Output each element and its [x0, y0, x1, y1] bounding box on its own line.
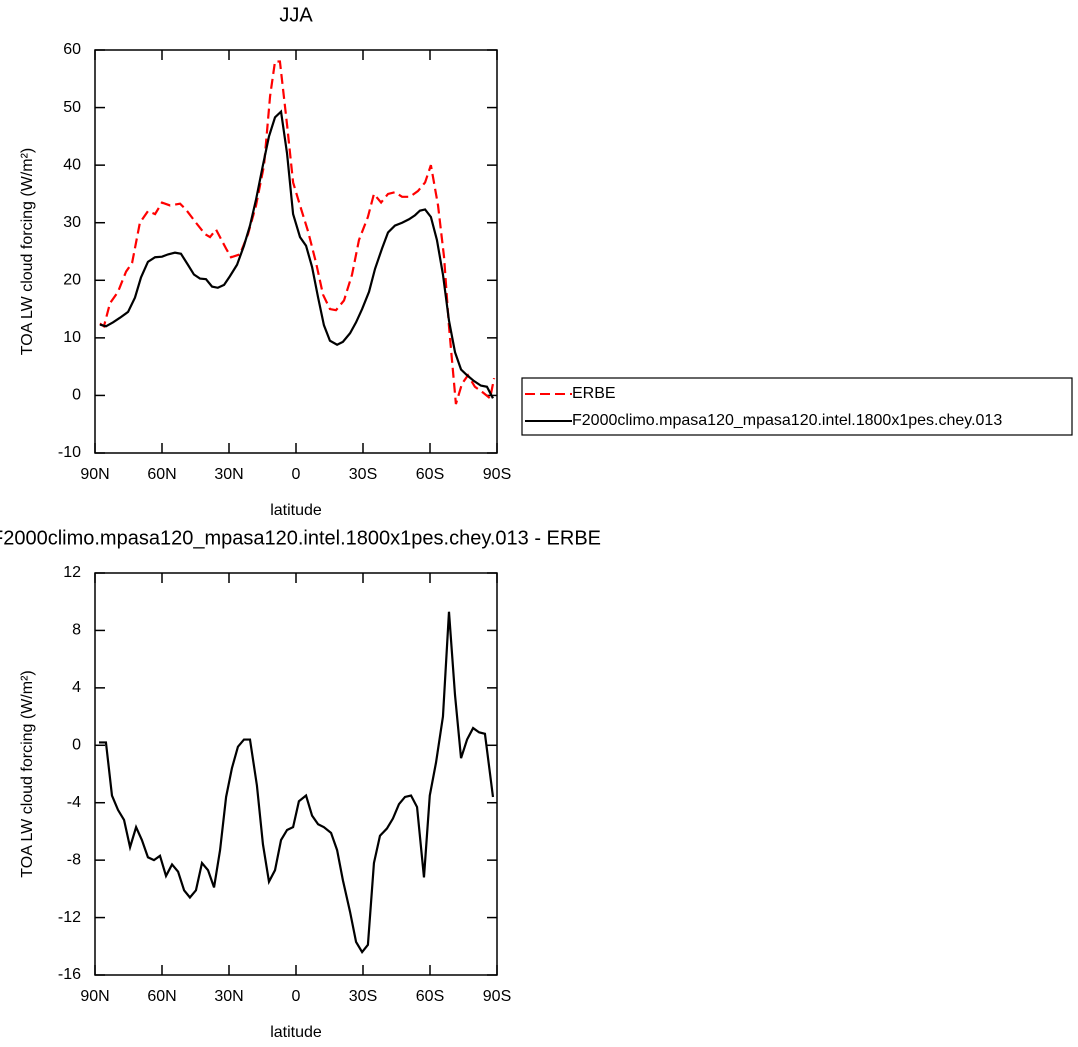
y-axis-label: TOA LW cloud forcing (W/m²)	[19, 670, 36, 877]
plot-frame	[94, 49, 498, 454]
data-line	[99, 60, 496, 405]
x-tick-label: 90S	[483, 466, 511, 483]
y-tick-label: 30	[63, 214, 81, 231]
x-tick-label: 30N	[214, 988, 243, 1005]
x-tick-label: 60N	[147, 466, 176, 483]
x-tick-label: 60S	[416, 988, 444, 1005]
y-tick-label: -10	[58, 444, 81, 461]
y-tick-label: 8	[72, 622, 81, 639]
x-tick-label: 30S	[349, 466, 377, 483]
x-tick-label: 60N	[147, 988, 176, 1005]
x-tick-label: 30S	[349, 988, 377, 1005]
x-tick-label: 90S	[483, 988, 511, 1005]
y-tick-label: 40	[63, 156, 81, 173]
x-tick-label: 0	[292, 988, 301, 1005]
chart-title: JJA	[279, 4, 313, 26]
x-tick-label: 30N	[214, 466, 243, 483]
x-axis-label: latitude	[270, 1024, 322, 1041]
y-tick-label: 60	[63, 41, 81, 58]
legend-box	[521, 377, 1073, 436]
x-tick-label: 90N	[80, 988, 109, 1005]
plot-frame	[94, 572, 498, 976]
data-line	[99, 611, 495, 954]
y-tick-label: 20	[63, 272, 81, 289]
legend-label: F2000climo.mpasa120_mpasa120.intel.1800x…	[572, 412, 1002, 429]
x-tick-label: 60S	[416, 466, 444, 483]
x-tick-label: 90N	[80, 466, 109, 483]
y-tick-label: 0	[72, 737, 81, 754]
y-tick-label: -8	[67, 851, 81, 868]
y-tick-label: 0	[72, 387, 81, 404]
chart-title: F2000climo.mpasa120_mpasa120.intel.1800x…	[0, 527, 601, 549]
y-tick-label: 50	[63, 99, 81, 116]
y-axis-label: TOA LW cloud forcing (W/m²)	[19, 148, 36, 355]
x-axis-label: latitude	[270, 502, 322, 519]
x-tick-label: 0	[292, 466, 301, 483]
y-tick-label: -16	[58, 966, 81, 983]
y-tick-label: 4	[72, 679, 81, 696]
legend-label: ERBE	[572, 385, 616, 402]
y-tick-label: -12	[58, 909, 81, 926]
y-tick-label: 10	[63, 329, 81, 346]
y-tick-label: -4	[67, 794, 81, 811]
data-line	[99, 109, 494, 399]
y-tick-label: 12	[63, 564, 81, 581]
